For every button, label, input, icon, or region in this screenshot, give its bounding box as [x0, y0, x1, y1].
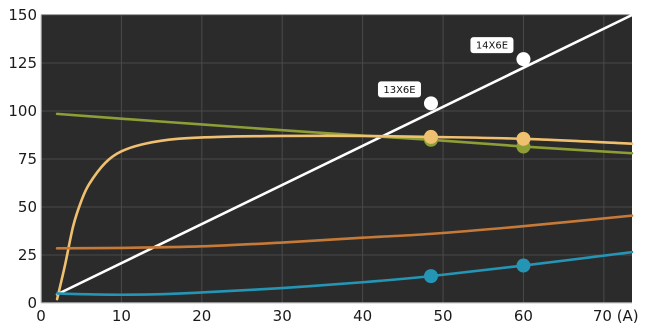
callout-label: 13X6E [383, 85, 415, 96]
marker-group [423, 52, 531, 284]
series-marker-4 [423, 269, 438, 284]
series-marker-0 [423, 96, 438, 111]
x-tick-label: 70 (A) [593, 307, 639, 325]
x-tick-label: 30 [273, 307, 292, 325]
series-marker-2 [423, 129, 438, 144]
series-marker-4 [516, 258, 531, 273]
y-tick-label: 150 [8, 6, 37, 24]
y-tick-label: 125 [8, 54, 37, 72]
x-tick-label: 50 [433, 307, 452, 325]
y-tick-label: 50 [18, 198, 37, 216]
y-tick-label: 75 [18, 150, 37, 168]
callout-box [470, 37, 514, 54]
series-line-4 [55, 250, 634, 297]
callout-group: 13X6E 14X6E [377, 37, 514, 98]
x-tick-label: 10 [112, 307, 131, 325]
x-tick-label: 60 [514, 307, 533, 325]
y-tick-label: 0 [27, 294, 37, 312]
series-marker-2 [516, 131, 531, 146]
x-tick-label: 0 [36, 307, 46, 325]
axes: 0 10 20 30 40 50 60 70 (A) 0 25 50 75 100 125 150 [8, 6, 638, 325]
x-tick-label: 20 [192, 307, 211, 325]
series-line-3 [55, 214, 634, 250]
y-tick-label: 25 [18, 246, 37, 264]
series-marker-0 [516, 52, 531, 67]
callout-label: 14X6E [476, 41, 508, 52]
y-tick-label: 100 [8, 102, 37, 120]
callout-box [377, 81, 421, 98]
x-tick-label: 40 [353, 307, 372, 325]
